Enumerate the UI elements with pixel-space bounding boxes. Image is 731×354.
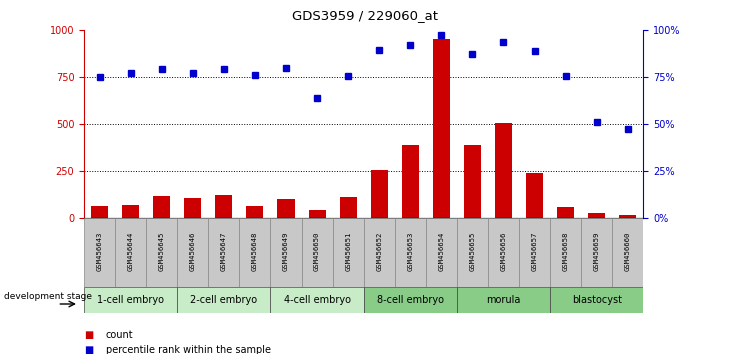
Text: 2-cell embryo: 2-cell embryo [190, 295, 257, 305]
Text: blastocyst: blastocyst [572, 295, 621, 305]
Bar [371, 170, 387, 218]
Bar [395, 218, 425, 287]
Bar [91, 206, 108, 218]
Text: GSM456655: GSM456655 [469, 231, 475, 270]
Bar [308, 210, 325, 218]
Text: GSM456656: GSM456656 [501, 231, 507, 270]
Text: GSM456653: GSM456653 [407, 231, 413, 270]
Bar [154, 196, 170, 218]
Bar [550, 287, 643, 313]
Bar [115, 218, 146, 287]
Text: GSM456654: GSM456654 [439, 231, 444, 270]
Text: GSM456660: GSM456660 [625, 231, 631, 270]
Bar [122, 205, 139, 218]
Text: development stage: development stage [4, 292, 91, 301]
Text: GSM456652: GSM456652 [376, 231, 382, 270]
Bar [270, 218, 301, 287]
Text: GSM456643: GSM456643 [96, 231, 102, 270]
Text: GDS3959 / 229060_at: GDS3959 / 229060_at [292, 9, 439, 22]
Bar [184, 198, 201, 218]
Bar [340, 197, 357, 218]
Bar [550, 218, 581, 287]
Bar [333, 218, 363, 287]
Bar [557, 207, 574, 218]
Text: GSM456645: GSM456645 [159, 231, 164, 270]
Bar [588, 213, 605, 218]
Bar [488, 218, 519, 287]
Bar [433, 40, 450, 218]
Text: GSM456651: GSM456651 [345, 231, 351, 270]
Bar [84, 287, 177, 313]
Bar [146, 218, 177, 287]
Bar [270, 287, 363, 313]
Bar [425, 218, 457, 287]
Bar [363, 287, 457, 313]
Text: ■: ■ [84, 346, 94, 354]
Text: GSM456644: GSM456644 [128, 231, 134, 270]
Bar [526, 173, 543, 218]
Text: GSM456646: GSM456646 [190, 231, 196, 270]
Text: GSM456648: GSM456648 [252, 231, 258, 270]
Bar [519, 218, 550, 287]
Text: count: count [106, 330, 134, 339]
Text: 1-cell embryo: 1-cell embryo [97, 295, 164, 305]
Text: 4-cell embryo: 4-cell embryo [284, 295, 351, 305]
Text: GSM456649: GSM456649 [283, 231, 289, 270]
Text: percentile rank within the sample: percentile rank within the sample [106, 346, 271, 354]
Bar [177, 218, 208, 287]
Bar [239, 218, 270, 287]
Text: GSM456647: GSM456647 [221, 231, 227, 270]
Bar [457, 287, 550, 313]
Text: GSM456659: GSM456659 [594, 231, 599, 270]
Bar [246, 206, 263, 218]
Text: ■: ■ [84, 330, 94, 339]
Text: 8-cell embryo: 8-cell embryo [376, 295, 444, 305]
Bar [457, 218, 488, 287]
Bar [301, 218, 333, 287]
Bar [216, 195, 232, 218]
Bar [84, 218, 115, 287]
Bar [464, 144, 481, 218]
Bar [208, 218, 239, 287]
Text: morula: morula [486, 295, 520, 305]
Text: GSM456650: GSM456650 [314, 231, 320, 270]
Bar [177, 287, 270, 313]
Bar [363, 218, 395, 287]
Bar [581, 218, 612, 287]
Bar [402, 144, 419, 218]
Text: GSM456658: GSM456658 [563, 231, 569, 270]
Text: GSM456657: GSM456657 [531, 231, 537, 270]
Bar [278, 199, 295, 218]
Bar [495, 123, 512, 218]
Bar [612, 218, 643, 287]
Bar [619, 215, 636, 218]
